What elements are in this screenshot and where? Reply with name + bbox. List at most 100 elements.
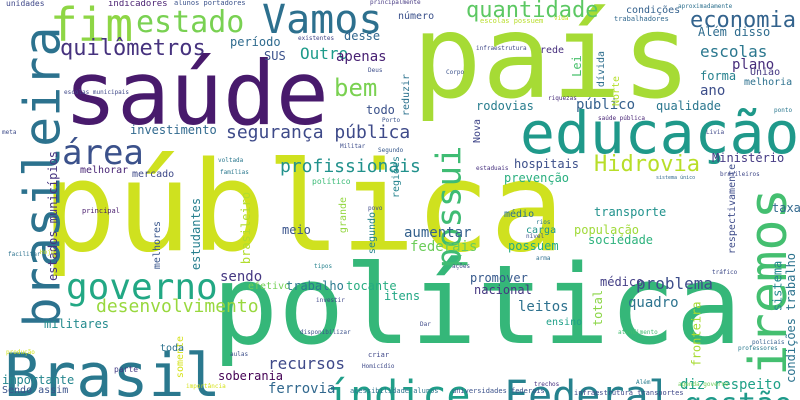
- word-unidades: unidades: [6, 0, 45, 8]
- word-investimento: investimento: [130, 123, 217, 137]
- word-corpo: Corpo: [446, 69, 465, 76]
- word-fim: fim: [50, 0, 134, 52]
- word-aulas: aulas: [230, 351, 249, 358]
- word-militares: militares: [44, 317, 110, 331]
- word-fronteira: fronteira: [689, 301, 704, 367]
- word-rodovias: rodovias: [476, 99, 534, 113]
- word-producao: produção: [6, 349, 35, 356]
- word-trafico: tráfico: [712, 269, 738, 276]
- word-condicoes: condições: [626, 5, 681, 16]
- word-militar: Militar: [340, 143, 366, 150]
- word-livia: Livia: [706, 129, 725, 136]
- word-governo: governo: [66, 267, 218, 308]
- word-escolas-municipais: escolas municipais: [64, 89, 130, 96]
- word-atendimento: atendimento: [618, 329, 658, 336]
- word-uniao: União: [750, 67, 781, 78]
- word-promover: promover: [470, 271, 528, 285]
- word-sistema: sistema: [770, 260, 785, 312]
- word-importancia: importância: [186, 383, 226, 390]
- word-gestao: gestão: [684, 390, 792, 400]
- word-facilitar: facilitar: [8, 251, 41, 258]
- word-ano: ano: [700, 83, 726, 99]
- word-total: total: [591, 289, 606, 327]
- word-regioes: regiões: [391, 155, 403, 199]
- word-bem: bem: [334, 74, 378, 102]
- word-sendo: sendo: [220, 269, 263, 285]
- word-riquezas: riquezas: [548, 95, 577, 102]
- word-saude: saúde: [64, 42, 329, 145]
- word-policiais: policiais: [752, 339, 785, 346]
- word-trabalho: trabalho: [286, 279, 344, 293]
- word-infraestrutura: infraestrutura: [476, 45, 527, 52]
- word-outro: Outro: [300, 44, 349, 63]
- word-apenas: apenas: [336, 49, 387, 65]
- word-hidrovia: Hidrovia: [594, 152, 700, 177]
- word-federal: Federal: [504, 373, 673, 400]
- word-parte: parte: [114, 365, 139, 374]
- word-brasileiros: brasileiros: [720, 171, 760, 178]
- word-saude-publica: saúde pública: [598, 115, 645, 122]
- word-profissionais: profissionais: [280, 156, 421, 177]
- word-infraestrutura-transportes: infraestrutura transportes: [574, 389, 684, 397]
- word-povo: povo: [368, 205, 383, 212]
- word-sendo-assim: Sendo assim: [2, 385, 69, 396]
- word-pais: país: [412, 0, 692, 125]
- word-rede: rede: [540, 45, 565, 56]
- word-seguranca-publica: segurança pública: [226, 122, 411, 143]
- word-alem: Além: [636, 379, 651, 386]
- word-escolas: escolas: [700, 42, 768, 61]
- word-professores: professores: [738, 345, 778, 352]
- word-quilometros: quilômetros: [60, 36, 206, 61]
- word-todo: todo: [366, 103, 395, 117]
- word-brasileiro: brasileiro: [239, 191, 254, 265]
- word-nacional: nacional: [474, 283, 532, 297]
- word-arma: arma: [536, 255, 551, 262]
- word-meio: meio: [282, 223, 311, 237]
- word-educacao: educação: [520, 99, 800, 167]
- word-aproximadamente: aproximadamente: [678, 3, 733, 10]
- word-trechos: trechos: [534, 381, 560, 388]
- word-segundo: segundo: [367, 211, 379, 255]
- word-quadro: quadro: [628, 295, 679, 311]
- word-principalmente: principalmente: [370, 0, 421, 6]
- word-condicoes-trabalho: condições trabalho: [784, 252, 799, 384]
- word-dar: Dar: [420, 321, 431, 328]
- word-existentes: existentes: [298, 35, 335, 42]
- word-agenda-governo: agenda governo: [678, 381, 729, 388]
- word-nova: Nova: [472, 118, 484, 144]
- word-medio: médio: [504, 209, 535, 220]
- word-itens: itens: [384, 289, 421, 303]
- word-medico: médico: [600, 275, 644, 289]
- word-porto: Porto: [382, 117, 401, 124]
- word-efetivo: efetivo: [248, 281, 291, 292]
- word-politico: político: [312, 177, 351, 186]
- word-area: área: [62, 133, 144, 173]
- word-reduzir: reduzir: [401, 73, 413, 117]
- word-alem-disso: Além disso: [698, 25, 771, 39]
- word-populacao: população: [574, 223, 640, 237]
- word-melhorar: melhorar: [80, 165, 129, 176]
- word-criar: criar: [368, 351, 390, 359]
- word-publica: pública: [42, 136, 565, 280]
- word-sociedade: sociedade: [588, 233, 654, 247]
- word-tipos: tipos: [314, 263, 333, 270]
- word-qualidade: qualidade: [656, 99, 722, 113]
- word-melhores: melhores: [152, 220, 164, 270]
- word-estado: estado: [136, 5, 245, 40]
- word-ministerio: Ministério: [712, 151, 785, 165]
- word-sus: SUS: [264, 49, 286, 63]
- word-diz-respeito: diz respeito: [680, 377, 782, 393]
- word-principal: principal: [82, 207, 120, 215]
- word-homicidio: Homicídio: [362, 363, 395, 370]
- word-economia: economia: [690, 8, 796, 33]
- word-periodo: período: [230, 35, 281, 49]
- word-carga: carga: [526, 225, 557, 236]
- word-hospitais: hospitais: [514, 157, 580, 171]
- word-estudantes: estudantes: [189, 197, 204, 271]
- word-indice: índice: [326, 373, 471, 400]
- word-voltada: voltada: [218, 157, 244, 164]
- word-possuem: possuem: [508, 239, 559, 253]
- word-mercado: mercado: [132, 169, 175, 180]
- word-ferrovia: ferrovia: [268, 381, 336, 397]
